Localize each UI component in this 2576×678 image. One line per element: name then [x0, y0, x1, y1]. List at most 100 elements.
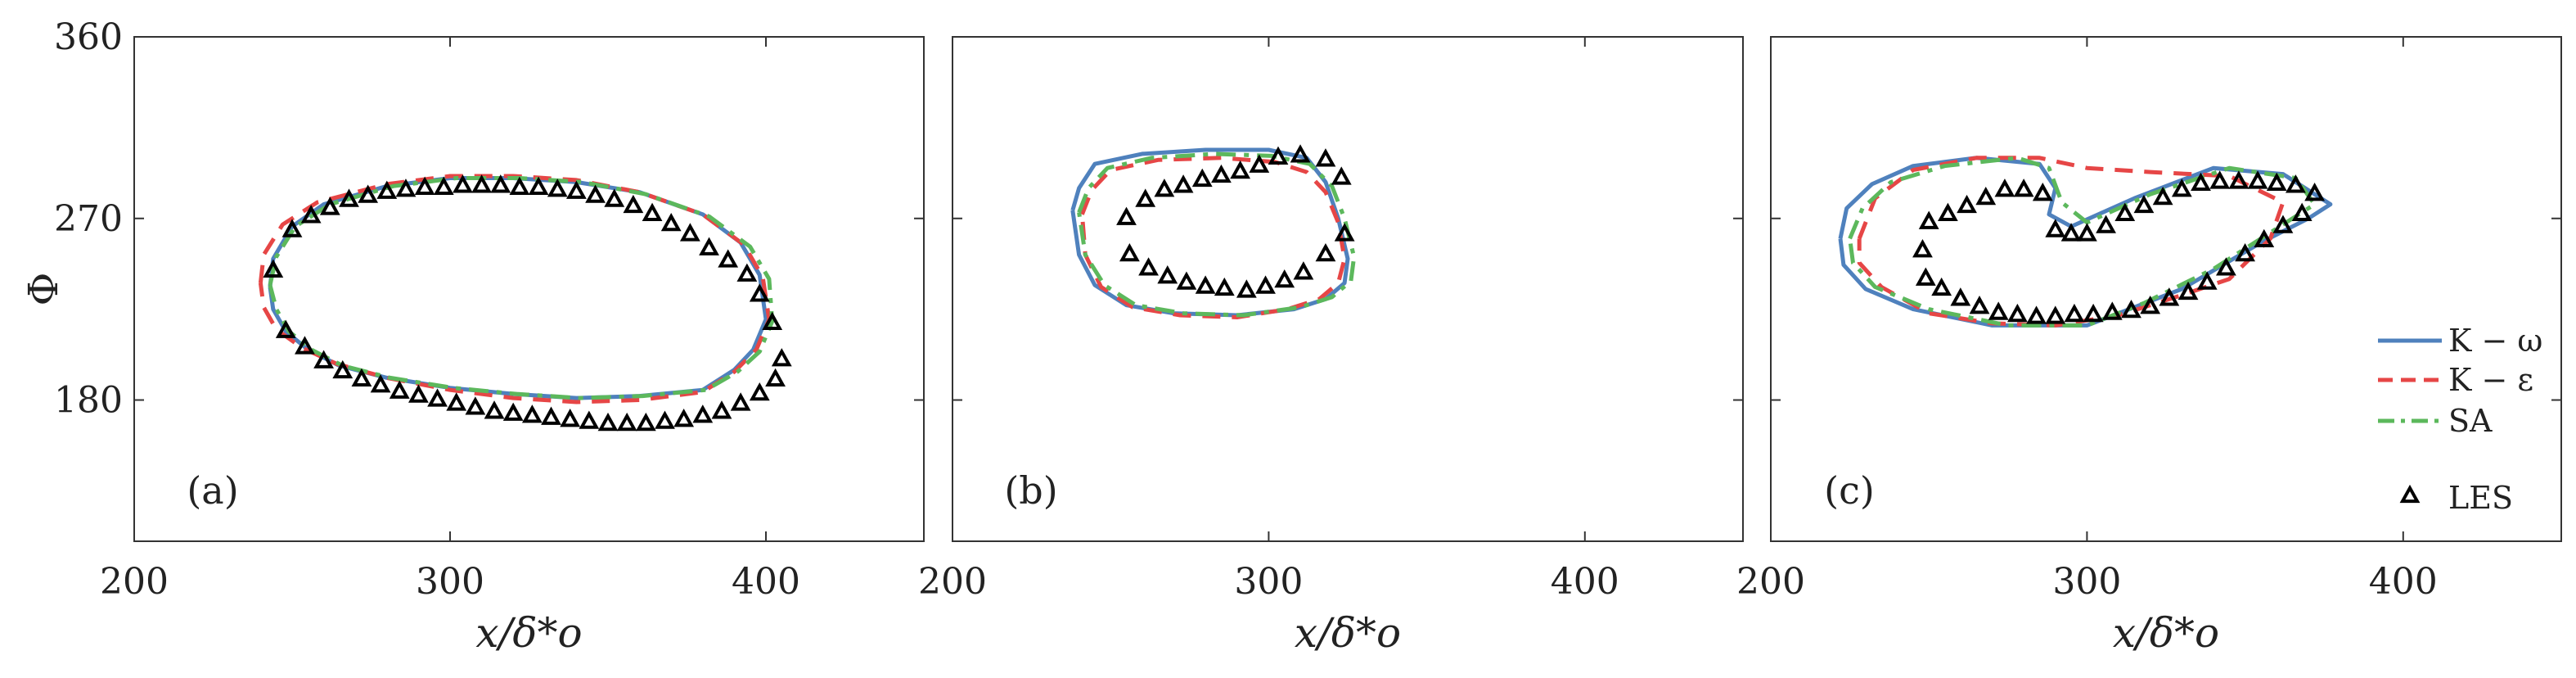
legend-label: K − ω — [2448, 323, 2542, 359]
les-marker — [408, 384, 429, 403]
chart-panel-3: 200 300 400 x/δ*o (c) — [1736, 36, 2562, 657]
x-axis-label: x/δ*o — [1295, 609, 1401, 657]
les-markers — [1912, 170, 2326, 324]
les-marker — [1173, 174, 1194, 193]
x-tick-label: 300 — [1234, 561, 1303, 603]
les-marker — [2247, 170, 2268, 189]
les-marker — [1331, 166, 1352, 185]
les-marker — [2196, 271, 2218, 290]
les-marker — [471, 174, 492, 193]
les-marker — [1119, 242, 1140, 262]
les-marker — [1918, 210, 1939, 229]
les-marker — [1157, 265, 1178, 284]
les-marker — [2114, 202, 2136, 221]
les-marker — [635, 412, 656, 432]
les-marker — [2133, 194, 2155, 214]
les-marker — [2254, 228, 2275, 248]
les-marker — [2013, 179, 2034, 197]
les-marker — [1135, 188, 1156, 207]
les-marker — [521, 405, 543, 423]
plot-area-2 — [952, 36, 1744, 542]
les-marker — [2177, 281, 2199, 301]
les-marker — [1116, 206, 1137, 225]
les-marker — [1315, 242, 1336, 262]
les-marker — [2171, 179, 2192, 197]
les-marker — [1293, 261, 1314, 280]
les-marker — [2286, 174, 2306, 193]
x-tick-label: 300 — [416, 561, 484, 603]
legend-item: LES — [2399, 480, 2513, 516]
les-marker — [1937, 202, 1958, 221]
y-axis-label: Φ — [20, 273, 67, 306]
legend-label: LES — [2448, 480, 2513, 516]
les-marker — [1274, 269, 1295, 288]
les-marker — [699, 237, 719, 255]
les-marker — [1969, 296, 1990, 314]
les-marker — [1138, 257, 1159, 276]
les-marker — [414, 176, 435, 195]
legend-item: SA — [2378, 403, 2493, 439]
les-marker — [339, 188, 359, 207]
les-marker — [547, 179, 568, 197]
x-axis-label: x/δ*o — [2113, 609, 2219, 657]
series-line-dashed — [1857, 156, 2286, 328]
les-marker — [1957, 194, 1977, 214]
les-marker — [528, 176, 549, 195]
les-marker — [765, 368, 786, 387]
les-marker — [2209, 170, 2231, 189]
les-marker — [1268, 146, 1289, 165]
les-marker — [2083, 303, 2104, 323]
les-marker — [2032, 183, 2053, 201]
les-marker — [1988, 301, 2009, 320]
les-marker — [579, 410, 600, 429]
les-marker — [1230, 160, 1251, 179]
les-markers — [263, 174, 792, 432]
les-marker — [660, 212, 682, 232]
les-marker — [566, 180, 587, 199]
y-tick-label: 270 — [54, 198, 123, 240]
les-marker — [1255, 275, 1276, 294]
les-marker — [281, 219, 303, 237]
les-marker — [395, 179, 417, 197]
les-marker — [2026, 305, 2047, 324]
x-tick-label: 400 — [1551, 561, 1619, 603]
les-marker — [2077, 223, 2097, 242]
les-marker — [2064, 303, 2085, 323]
legend-label: K − ε — [2448, 362, 2533, 398]
panel-label: (c) — [1824, 468, 1875, 513]
les-marker — [762, 311, 783, 331]
legend-label: SA — [2448, 403, 2493, 439]
les-marker — [1315, 148, 1336, 167]
les-marker — [541, 406, 561, 425]
chart-panel-1: 200 300 400 360 270 180 x/δ*o Φ (a) — [20, 16, 925, 657]
les-marker — [655, 410, 675, 429]
les-marker — [1931, 277, 1952, 296]
y-tick-label: 180 — [54, 380, 123, 422]
les-marker — [1950, 287, 1971, 306]
les-marker — [332, 359, 354, 379]
les-marker — [2006, 303, 2028, 323]
x-tick-label: 300 — [2052, 561, 2121, 603]
les-marker — [1176, 271, 1197, 290]
les-marker — [1154, 179, 1175, 197]
les-marker — [616, 412, 637, 432]
les-marker — [2159, 287, 2180, 306]
les-marker — [2101, 301, 2123, 320]
les-marker — [275, 319, 296, 338]
les-marker — [673, 408, 695, 427]
les-marker — [2235, 242, 2255, 262]
les-marker — [1236, 279, 1257, 298]
les-marker — [465, 396, 486, 415]
les-marker — [771, 348, 792, 367]
x-tick-label: 400 — [2369, 561, 2438, 603]
chart-panel-2: 200 300 400 x/δ*o (b) — [918, 36, 1744, 657]
les-marker — [490, 174, 511, 193]
les-marker — [389, 380, 410, 399]
les-marker — [295, 336, 315, 355]
les-marker — [433, 176, 454, 195]
les-marker — [642, 202, 663, 221]
les-marker — [2291, 202, 2313, 221]
x-axis-label: x/δ*o — [475, 609, 582, 657]
les-marker — [2272, 215, 2294, 233]
